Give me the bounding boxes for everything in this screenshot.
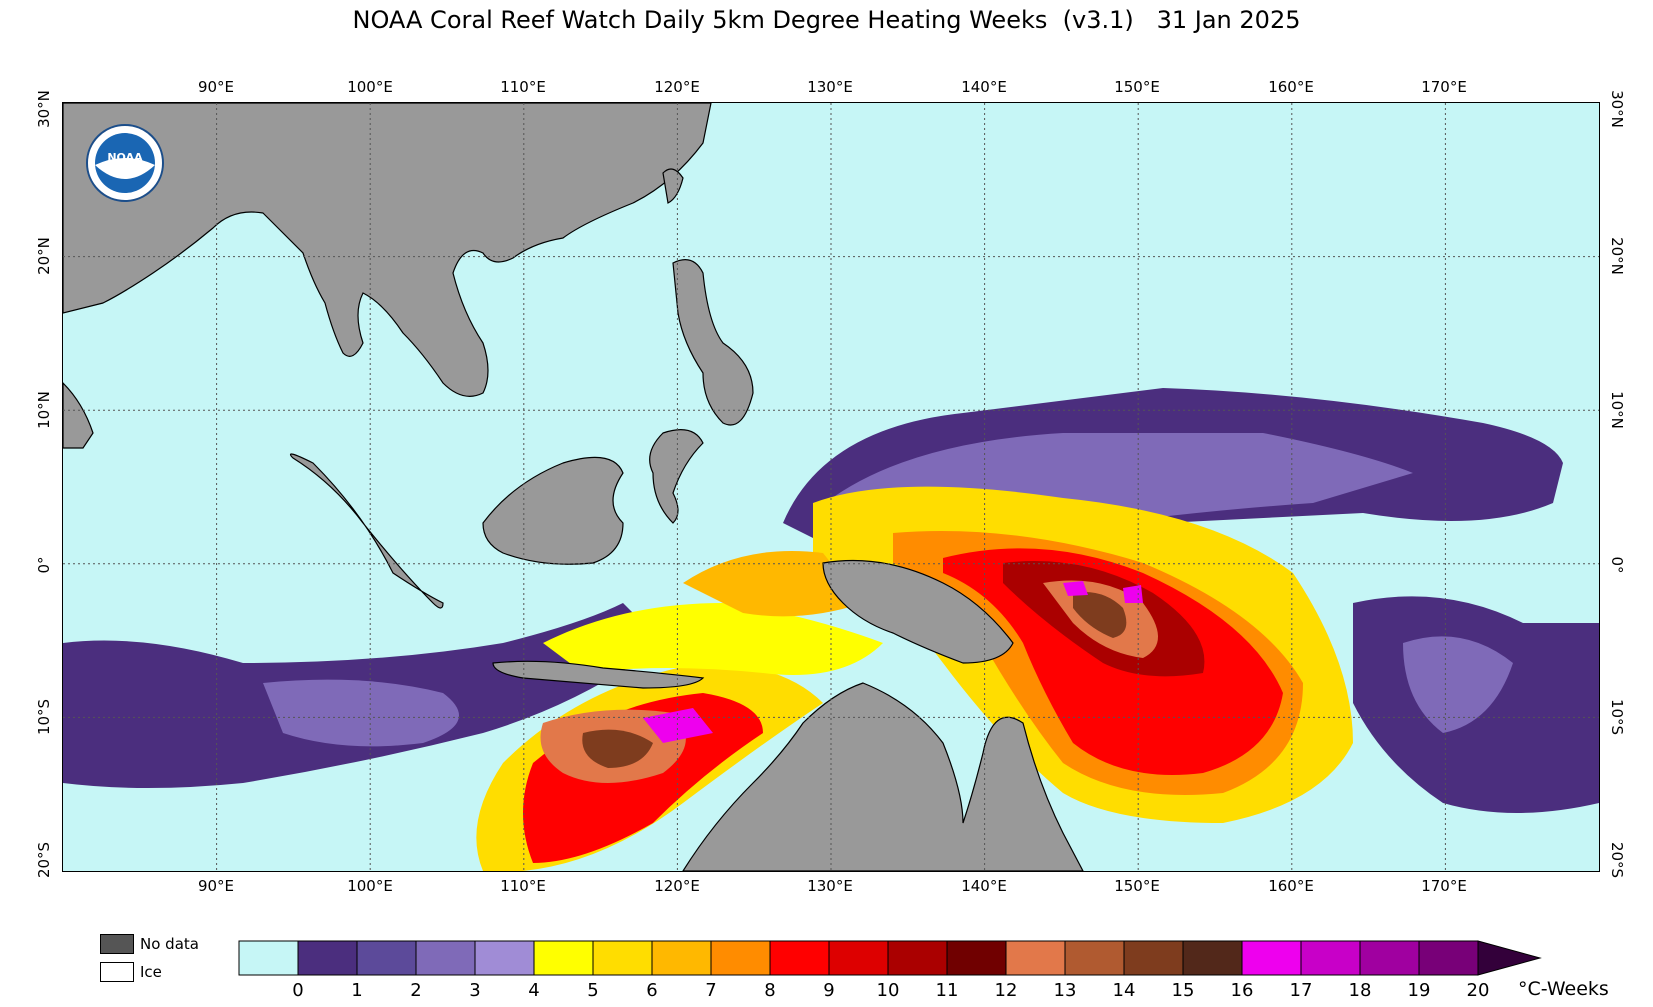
colorbar-swatch <box>1182 940 1243 976</box>
lon-label-bottom: 170°E <box>1421 877 1467 895</box>
lon-label-bottom: 110°E <box>500 877 546 895</box>
lon-label-bottom: 130°E <box>807 877 853 895</box>
colorbar-tick-label: 16 <box>1230 980 1254 1001</box>
colorbar-tick-label: 20 <box>1466 980 1490 1001</box>
dhw-stress-field <box>63 388 1599 871</box>
colorbar-swatch <box>769 940 830 976</box>
colorbar-swatch <box>946 940 1007 976</box>
colorbar-swatch <box>651 940 712 976</box>
graticule <box>63 103 1599 871</box>
colorbar-tick-label: 0 <box>292 980 304 1001</box>
lat-label-left: 30°N <box>35 90 53 128</box>
lon-label-top: 140°E <box>961 78 1007 96</box>
colorbar-tick-label: 11 <box>935 980 959 1001</box>
java <box>492 660 705 689</box>
colorbar-swatch <box>415 940 476 976</box>
colorbar-tick-label: 18 <box>1348 980 1372 1001</box>
lat-label-left: 10°N <box>35 391 53 429</box>
svg-text:NOAA: NOAA <box>107 151 143 164</box>
colorbar-swatch <box>533 940 594 976</box>
colorbar-tick-label: 9 <box>823 980 835 1001</box>
lat-label-right: 10°S <box>1608 698 1626 736</box>
lat-label-left: 20°N <box>35 237 53 275</box>
colorbar-tick-label: 4 <box>528 980 540 1001</box>
colorbar-swatch <box>356 940 417 976</box>
dhw-map: NOAA <box>62 102 1600 872</box>
no-data-key: No data <box>100 934 199 954</box>
map-title: NOAA Coral Reef Watch Daily 5km Degree H… <box>352 6 1301 34</box>
lat-label-right: 0° <box>1608 556 1626 574</box>
colorbar-swatch <box>1241 940 1302 976</box>
colorbar-tick-label: 14 <box>1112 980 1136 1001</box>
colorbar-swatch <box>887 940 948 976</box>
colorbar-tick-label: 10 <box>876 980 900 1001</box>
australia <box>682 682 1084 871</box>
colorbar-swatch <box>1064 940 1125 976</box>
colorbar-swatch <box>710 940 771 976</box>
no-data-swatch <box>100 934 134 954</box>
lon-label-top: 100°E <box>347 78 393 96</box>
lon-label-top: 130°E <box>807 78 853 96</box>
noaa-logo: NOAA <box>86 124 164 202</box>
lat-label-left: 20°S <box>35 841 53 879</box>
taiwan <box>662 168 684 204</box>
colorbar-tick-label: 19 <box>1407 980 1431 1001</box>
colorbar-swatch <box>1123 940 1184 976</box>
colorbar-extend-arrow <box>1477 940 1542 976</box>
lat-label-left: 10°S <box>35 698 53 736</box>
lat-label-right: 30°N <box>1608 90 1626 128</box>
ice-label: Ice <box>140 963 162 981</box>
colorbar-tick-label: 13 <box>1053 980 1077 1001</box>
ice-swatch <box>100 962 134 982</box>
lat-label-right: 20°N <box>1608 237 1626 275</box>
ice-key: Ice <box>100 962 162 982</box>
colorbar-tick-label: 12 <box>994 980 1018 1001</box>
colorbar-tick-label: 3 <box>469 980 481 1001</box>
colorbar-swatch <box>828 940 889 976</box>
colorbar-swatch <box>592 940 653 976</box>
colorbar-swatch <box>1300 940 1361 976</box>
lat-label-right: 10°N <box>1608 391 1626 429</box>
colorbar-tick-label: 2 <box>410 980 422 1001</box>
colorbar-tick-label: 6 <box>646 980 658 1001</box>
borneo <box>482 456 624 565</box>
sulawesi <box>649 429 704 524</box>
lon-label-bottom: 160°E <box>1268 877 1314 895</box>
colorbar-swatch <box>1005 940 1066 976</box>
lon-label-bottom: 150°E <box>1114 877 1160 895</box>
philippines <box>672 259 754 426</box>
colorbar-swatch <box>1418 940 1479 976</box>
lon-label-top: 120°E <box>654 78 700 96</box>
lon-label-top: 150°E <box>1114 78 1160 96</box>
no-data-label: No data <box>140 935 199 953</box>
lon-label-bottom: 140°E <box>961 877 1007 895</box>
colorbar-swatch <box>1359 940 1420 976</box>
land <box>63 103 1084 871</box>
lon-label-bottom: 120°E <box>654 877 700 895</box>
lon-label-bottom: 100°E <box>347 877 393 895</box>
lat-label-right: 20°S <box>1608 841 1626 879</box>
lat-label-left: 0° <box>35 556 53 574</box>
colorbar-tick-label: 7 <box>705 980 717 1001</box>
new-guinea <box>822 559 1014 664</box>
colorbar-swatch <box>474 940 535 976</box>
lon-label-top: 170°E <box>1421 78 1467 96</box>
colorbar-swatch <box>297 940 358 976</box>
sumatra <box>289 453 444 609</box>
colorbar <box>238 940 1542 976</box>
colorbar-swatch <box>238 940 299 976</box>
lon-label-bottom: 90°E <box>197 877 235 895</box>
colorbar-tick-label: 1 <box>351 980 363 1001</box>
asia-mainland <box>63 103 712 397</box>
sri-lanka <box>63 382 94 449</box>
lon-label-top: 90°E <box>197 78 235 96</box>
colorbar-unit: °C-Weeks <box>1518 978 1609 1000</box>
colorbar-tick-label: 8 <box>764 980 776 1001</box>
colorbar-tick-label: 5 <box>587 980 599 1001</box>
lon-label-top: 160°E <box>1268 78 1314 96</box>
colorbar-tick-label: 17 <box>1289 980 1313 1001</box>
colorbar-tick-label: 15 <box>1171 980 1195 1001</box>
lon-label-top: 110°E <box>500 78 546 96</box>
